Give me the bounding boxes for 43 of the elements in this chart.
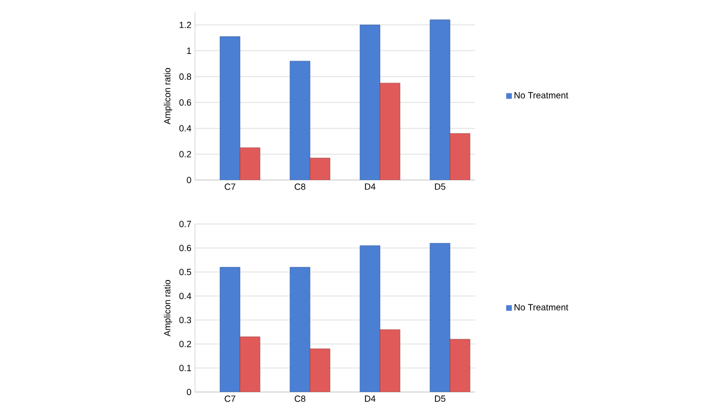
y-tick-label: 0.5	[179, 268, 192, 276]
bar	[380, 82, 400, 180]
bar	[430, 20, 450, 180]
y-tick-label: 0.1	[179, 364, 192, 372]
y-tick-label: 0.3	[179, 316, 192, 324]
y-tick-label: 1	[187, 48, 192, 54]
x-tick-label: D5	[435, 396, 446, 402]
bar	[450, 339, 470, 392]
y-tick-label: 0.7	[179, 220, 192, 228]
bar	[220, 36, 240, 180]
y-tick-label: 0.6	[179, 99, 192, 106]
y-tick-label: 0.8	[179, 73, 192, 80]
y-tick-label: 0.4	[179, 292, 192, 300]
bar	[360, 245, 380, 392]
bar	[380, 329, 400, 392]
bar	[290, 267, 310, 392]
x-tick-label: C8	[294, 396, 306, 402]
x-tick-label: D4	[365, 184, 376, 190]
bar	[240, 147, 260, 180]
legend-label: No Treatment	[514, 92, 568, 98]
bar	[430, 243, 450, 392]
y-tick-label: 0.2	[179, 340, 192, 348]
y-axis-title: Amplicon ratio	[164, 280, 172, 336]
y-tick-label: 0	[186, 176, 192, 184]
y-tick-label: 1.2	[180, 22, 192, 28]
bar	[450, 133, 470, 180]
x-tick-label: D4	[365, 396, 376, 402]
bar	[310, 348, 330, 392]
x-tick-label: C7	[224, 184, 236, 190]
bar	[290, 60, 310, 180]
x-tick-label: D5	[435, 184, 446, 190]
bar	[220, 267, 240, 392]
legend-label: No Treatment	[514, 304, 568, 310]
x-tick-label: C8	[294, 184, 306, 190]
x-tick-label: C7	[224, 396, 236, 402]
y-tick-label: 0	[186, 388, 192, 396]
y-tick-label: 0.2	[179, 150, 192, 158]
bar	[240, 336, 260, 392]
y-axis-title: Amplicon ratio	[164, 68, 172, 124]
y-tick-label: 0.4	[179, 125, 192, 132]
y-tick-label: 0.6	[179, 244, 192, 252]
bar	[360, 24, 380, 180]
bar	[310, 158, 330, 180]
